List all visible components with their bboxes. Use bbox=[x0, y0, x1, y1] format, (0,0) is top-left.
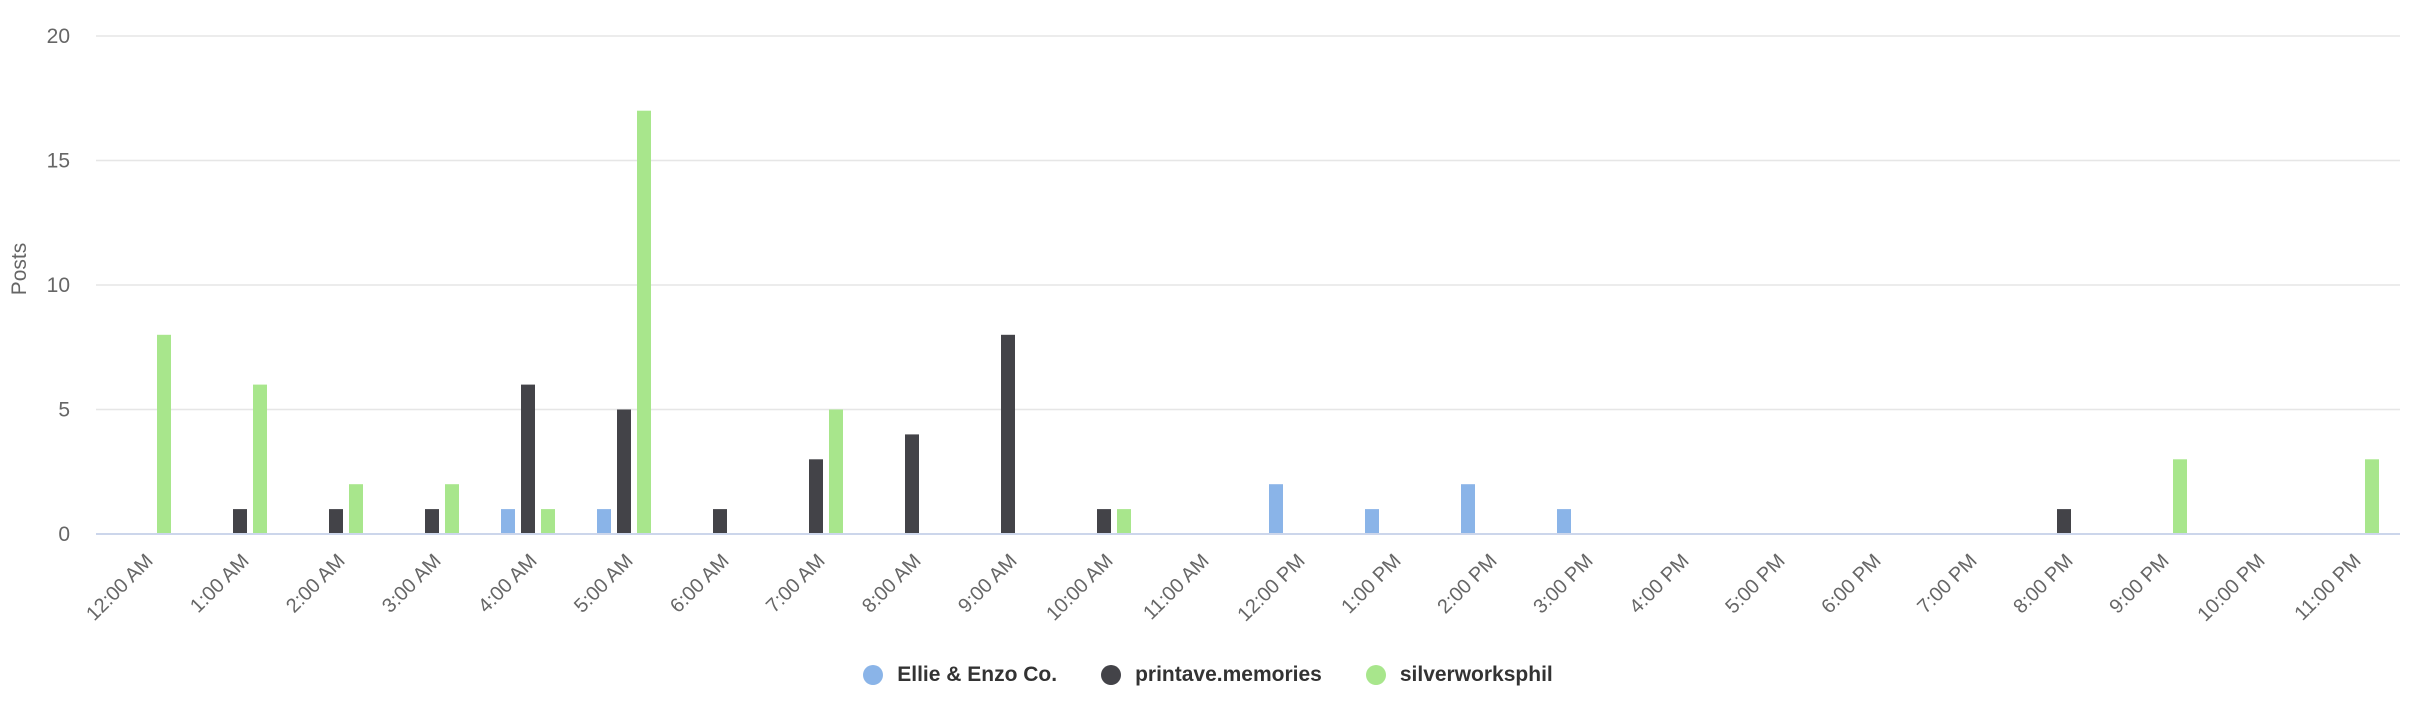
x-tick-label: 12:00 AM bbox=[82, 550, 157, 625]
x-tick-label: 11:00 AM bbox=[1139, 550, 1213, 624]
bar-printave-memories-4-00-am[interactable] bbox=[521, 384, 535, 534]
bar-silverworksphil-2-00-am[interactable] bbox=[349, 484, 363, 534]
y-tick-label: 20 bbox=[47, 25, 70, 48]
bar-ellie-enzo-co-4-00-am[interactable] bbox=[501, 509, 515, 534]
x-tick-label: 7:00 AM bbox=[762, 550, 829, 617]
y-tick-label: 15 bbox=[47, 150, 70, 173]
bar-silverworksphil-7-00-am[interactable] bbox=[829, 409, 843, 535]
bar-printave-memories-8-00-pm[interactable] bbox=[2057, 509, 2071, 534]
x-tick-label: 3:00 PM bbox=[1529, 550, 1597, 618]
legend-marker bbox=[1101, 665, 1122, 685]
bar-ellie-enzo-co-3-00-pm[interactable] bbox=[1557, 509, 1571, 534]
x-tick-label: 4:00 AM bbox=[474, 550, 541, 617]
legend-label: printave.memories bbox=[1135, 663, 1322, 686]
x-tick-label: 10:00 PM bbox=[2193, 550, 2269, 626]
x-tick-label: 5:00 PM bbox=[1721, 550, 1789, 618]
bar-silverworksphil-4-00-am[interactable] bbox=[541, 509, 555, 534]
x-tick-label: 9:00 AM bbox=[954, 550, 1021, 617]
legend-item-printave-memories[interactable]: printave.memories bbox=[1101, 663, 1322, 687]
legend-label: Ellie & Enzo Co. bbox=[897, 663, 1058, 686]
x-tick-label: 4:00 PM bbox=[1625, 550, 1693, 618]
grid-lines bbox=[96, 35, 2400, 411]
bar-silverworksphil-10-00-am[interactable] bbox=[1117, 509, 1131, 534]
legend: Ellie & Enzo Co. printave.memories silverw… bbox=[0, 658, 2416, 692]
legend-item-ellie-enzo-co[interactable]: Ellie & Enzo Co. bbox=[863, 663, 1057, 687]
legend-item-silverworksphil[interactable]: silverworksphil bbox=[1365, 663, 1553, 687]
legend-label: silverworksphil bbox=[1399, 663, 1553, 686]
bar-printave-memories-1-00-am[interactable] bbox=[233, 509, 247, 534]
bar-printave-memories-2-00-am[interactable] bbox=[329, 509, 343, 534]
bar-printave-memories-8-00-am[interactable] bbox=[905, 434, 919, 534]
x-tick-label: 2:00 PM bbox=[1433, 550, 1501, 618]
x-tick-label: 5:00 AM bbox=[570, 550, 637, 617]
bar-silverworksphil-1-00-am[interactable] bbox=[253, 384, 267, 534]
y-tick-label: 5 bbox=[58, 399, 70, 422]
legend-marker bbox=[1365, 665, 1386, 685]
x-tick-label: 8:00 AM bbox=[858, 550, 925, 617]
bar-silverworksphil-5-00-am[interactable] bbox=[637, 110, 651, 534]
x-tick-label: 12:00 PM bbox=[1233, 550, 1309, 626]
x-tick-label: 8:00 PM bbox=[2009, 550, 2077, 618]
bar-printave-memories-3-00-am[interactable] bbox=[425, 509, 439, 534]
bar-silverworksphil-11-00-pm[interactable] bbox=[2365, 459, 2379, 534]
bar-printave-memories-5-00-am[interactable] bbox=[617, 409, 631, 535]
bar-silverworksphil-12-00-am[interactable] bbox=[157, 334, 171, 534]
legend-marker bbox=[863, 665, 884, 685]
x-tick-label: 1:00 AM bbox=[186, 550, 253, 617]
y-tick-label: 10 bbox=[47, 274, 70, 297]
bar-ellie-enzo-co-12-00-pm[interactable] bbox=[1269, 484, 1283, 534]
bar-printave-memories-7-00-am[interactable] bbox=[809, 459, 823, 534]
x-tick-label: 2:00 AM bbox=[282, 550, 349, 617]
x-tick-label: 7:00 PM bbox=[1913, 550, 1981, 618]
x-tick-label: 10:00 AM bbox=[1042, 550, 1117, 625]
bar-silverworksphil-3-00-am[interactable] bbox=[445, 484, 459, 534]
y-tick-label: 0 bbox=[58, 523, 70, 546]
bar-printave-memories-6-00-am[interactable] bbox=[713, 509, 727, 534]
x-tick-label: 1:00 PM bbox=[1337, 550, 1405, 618]
bar-silverworksphil-9-00-pm[interactable] bbox=[2173, 459, 2187, 534]
x-tick-label: 9:00 PM bbox=[2105, 550, 2173, 618]
bar-printave-memories-9-00-am[interactable] bbox=[1001, 334, 1015, 534]
bar-ellie-enzo-co-2-00-pm[interactable] bbox=[1461, 484, 1475, 534]
x-tick-label: 6:00 AM bbox=[666, 550, 733, 617]
bar-printave-memories-10-00-am[interactable] bbox=[1097, 509, 1111, 534]
axes: 0 5 10 15 20 12:00 AM 1:00 AM 2:00 AM 3:00 AM 4:0… bbox=[47, 25, 2400, 626]
bar-ellie-enzo-co-5-00-am[interactable] bbox=[597, 509, 611, 534]
bars bbox=[157, 110, 2379, 535]
x-tick-label: 11:00 PM bbox=[2290, 550, 2365, 625]
bar-ellie-enzo-co-1-00-pm[interactable] bbox=[1365, 509, 1379, 534]
y-axis-title: Posts bbox=[8, 243, 31, 296]
x-tick-label: 3:00 AM bbox=[378, 550, 445, 617]
x-tick-label: 6:00 PM bbox=[1817, 550, 1885, 618]
